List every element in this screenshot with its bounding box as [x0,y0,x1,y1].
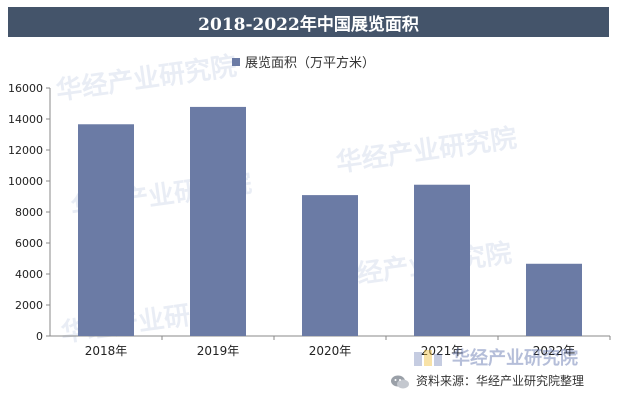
wechat-icon [391,375,409,389]
y-tick-label: 2000 [15,299,43,312]
y-tick-label: 14000 [8,113,43,126]
x-tick-label: 2020年 [309,344,352,358]
bar-chart: 展览面积（万平方米） 0 2000 4000 6000 8000 10000 12000 140… [8,55,611,358]
y-tick-label: 4000 [15,268,43,281]
y-tick-label: 0 [36,330,43,343]
x-tick-label: 2019年 [197,344,240,358]
bar [414,184,470,336]
bar [302,195,358,336]
legend-label: 展览面积（万平方米） [245,55,375,71]
hj-logo-icon [414,350,442,366]
x-tick-label: 2018年 [85,344,128,358]
y-tick-label: 10000 [8,175,43,188]
brand-name: 华经产业研究院 [452,348,578,369]
legend-swatch [232,58,240,66]
y-tick-label: 12000 [8,144,43,157]
y-tick-label: 8000 [15,206,43,219]
chart-title: 2018-2022年中国展览面积 [8,7,609,37]
y-tick-label: 16000 [8,82,43,95]
bar [526,263,582,336]
y-tick-label: 6000 [15,237,43,250]
x-tick-label: 2021年 [421,344,464,358]
source-note: 资料来源：华经产业研究院整理 [416,374,585,388]
x-tick-label: 2022年 [533,344,576,358]
bar [190,106,246,336]
chart-area: 展览面积（万平方米） 0 2000 4000 6000 8000 10000 12000 140… [0,40,617,370]
bar [78,124,134,337]
